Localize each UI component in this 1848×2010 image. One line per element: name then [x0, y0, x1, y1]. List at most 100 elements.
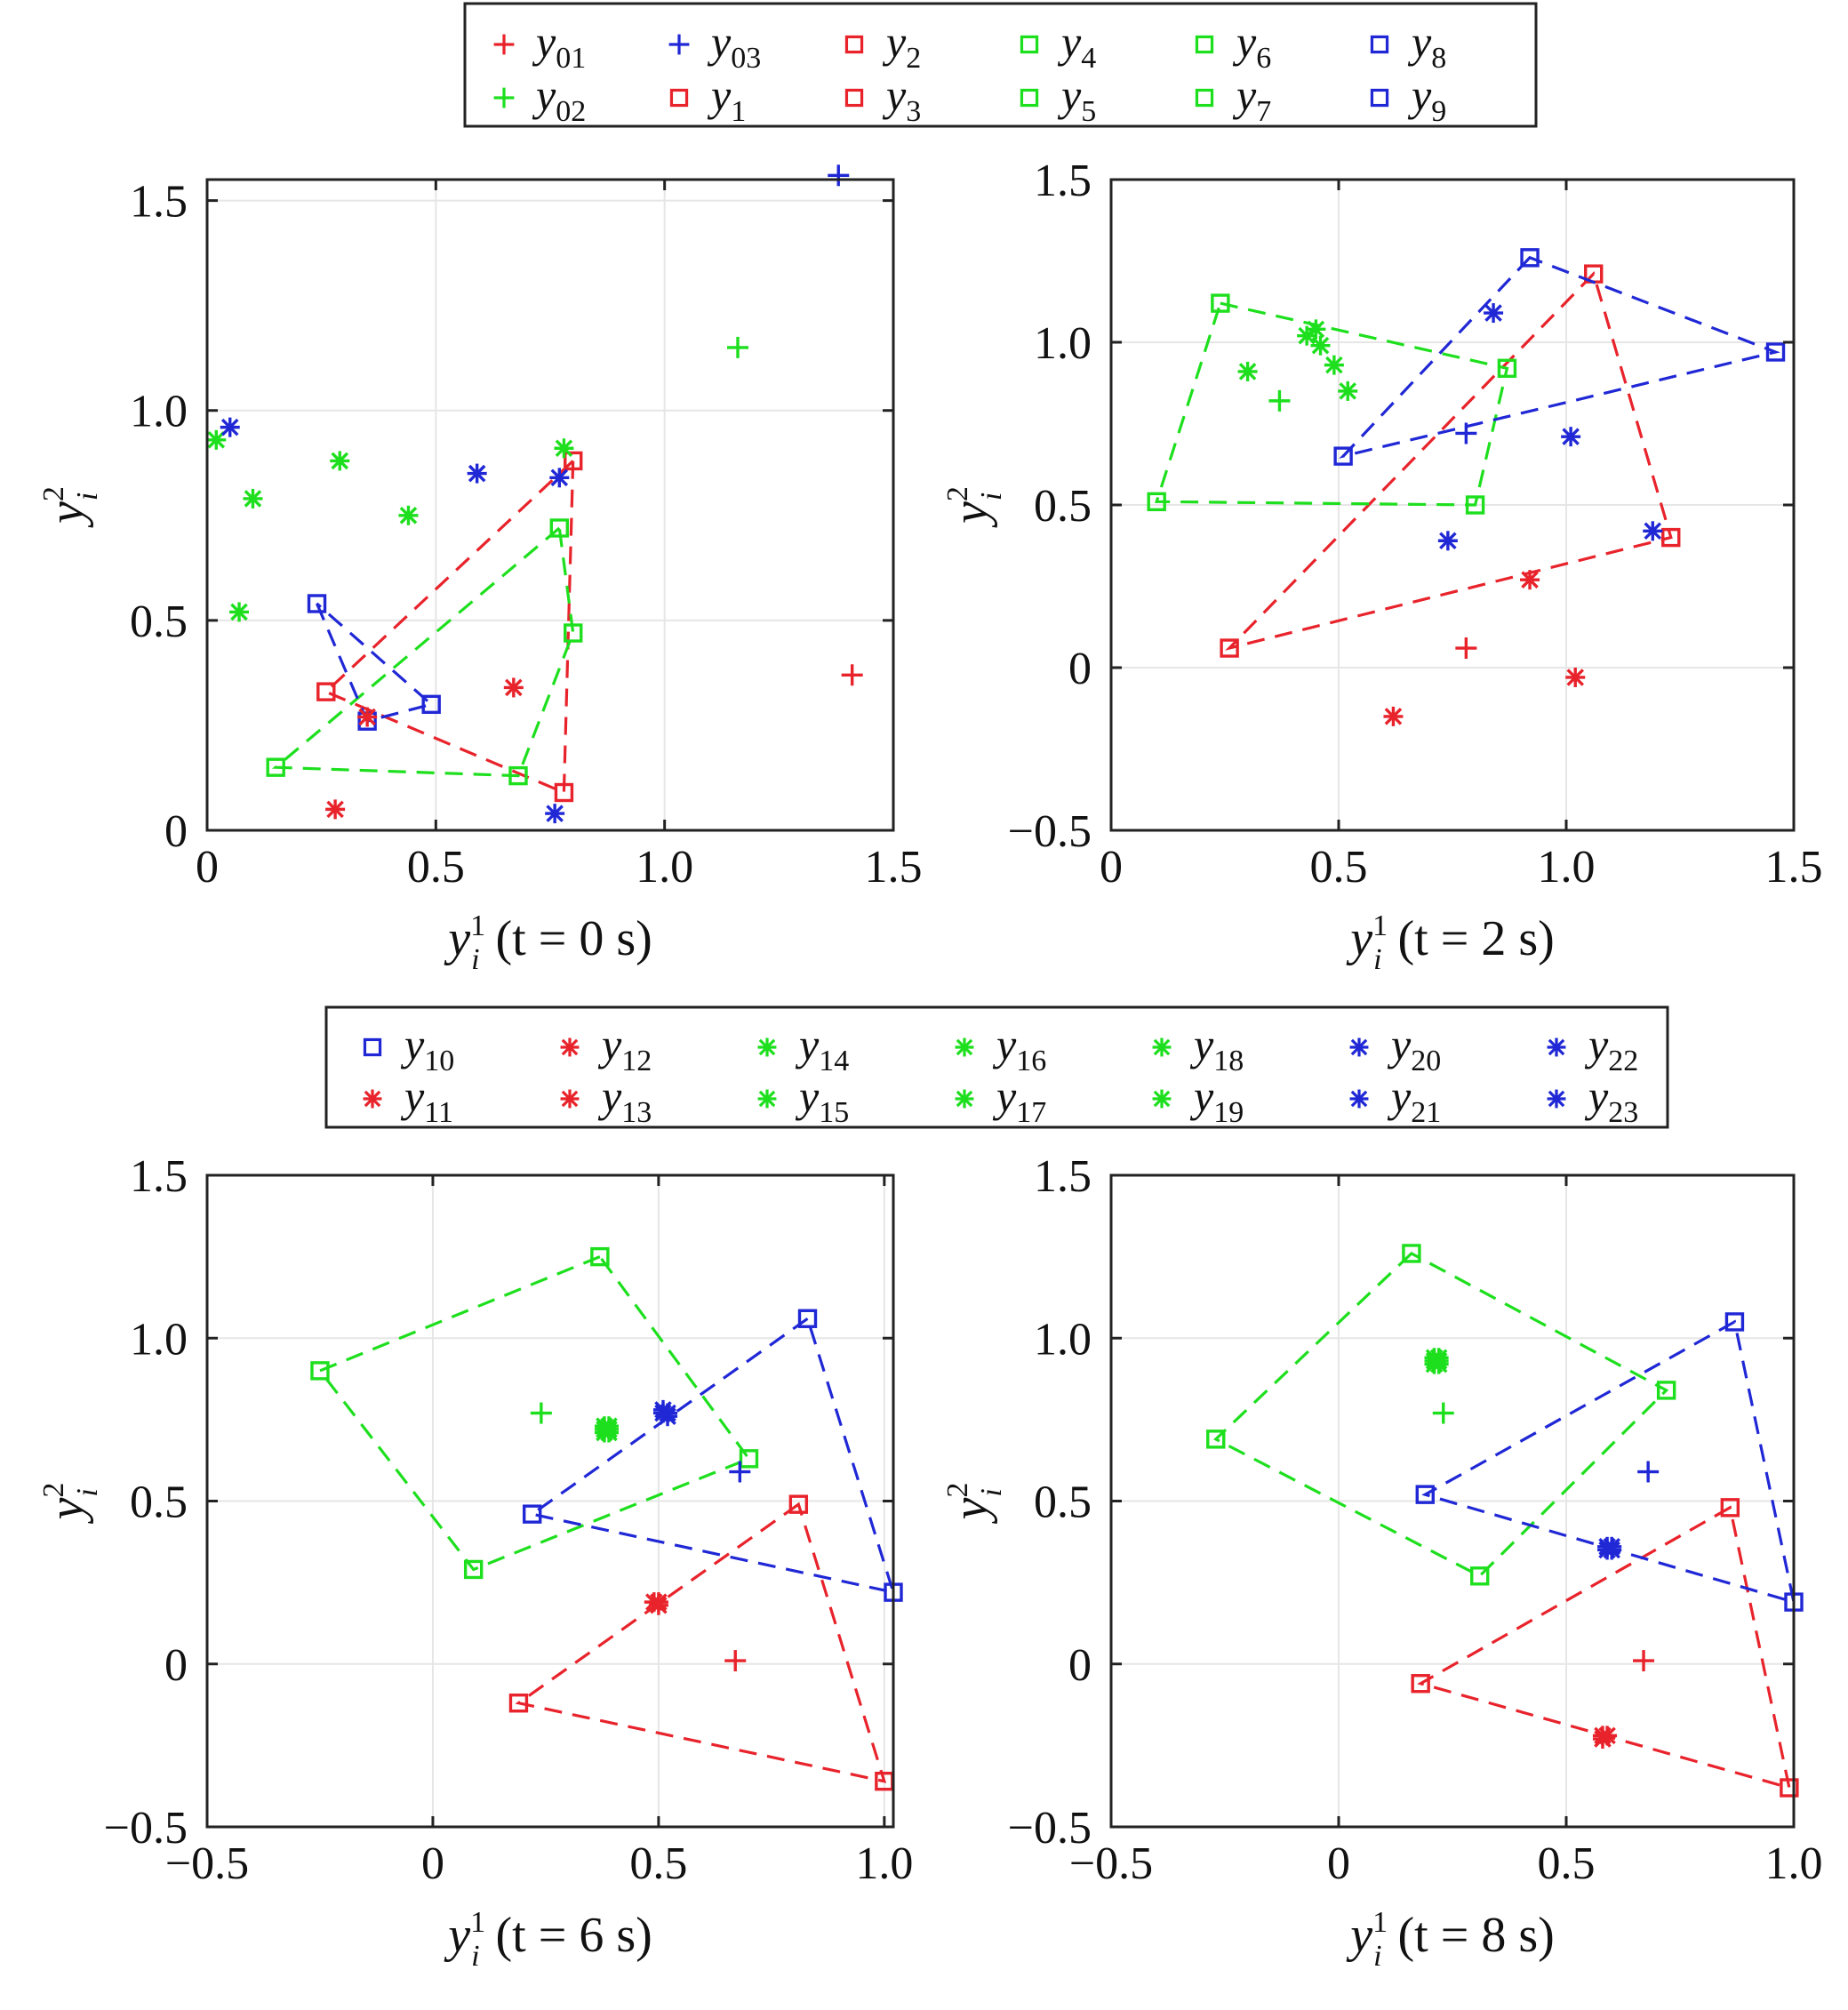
green-dashed-polygon [1155, 301, 1509, 507]
star-marker [1349, 1037, 1369, 1057]
square-marker [1656, 1381, 1676, 1400]
x-tick-label: 0 [1100, 842, 1123, 893]
legend-box [463, 2, 1538, 128]
square-marker [1415, 1485, 1435, 1504]
chart-panel-2: 0 0.5 1.0 1.5−0.500.51.01.5y1 i (t = 2 s)y2i [941, 156, 1823, 976]
legend-label: y15 [795, 1071, 849, 1129]
plus-marker [724, 1650, 747, 1672]
square-marker [1765, 342, 1786, 362]
legend-entry: y17 [955, 1071, 1046, 1129]
legend-entry: y23 [1547, 1071, 1638, 1129]
star-marker [325, 799, 346, 820]
legend-2: y10 y12 y14 y16 y18 y20 y22 y11 y13 y15 y17 y19 y21 y… [324, 1005, 1669, 1129]
x-tick-label: −0.5 [1069, 1838, 1153, 1889]
y-tick-label: −0.5 [1008, 1803, 1092, 1854]
x-tick-label: 1.0 [1538, 842, 1596, 893]
y-tick-label: 1.0 [1034, 318, 1092, 369]
star-marker [1324, 355, 1344, 375]
square-marker [844, 88, 864, 108]
square-marker [522, 1504, 542, 1524]
x-tick-label: 0 [196, 842, 219, 893]
square-marker [549, 518, 569, 538]
square-marker [1497, 358, 1517, 378]
x-tick-label: 0.5 [1310, 842, 1368, 893]
plus-marker [493, 34, 515, 55]
star-marker [1484, 303, 1504, 324]
x-tick-label: 1.0 [1765, 1838, 1823, 1889]
y-tick-label: 0.5 [1034, 481, 1092, 532]
square-marker [1370, 88, 1389, 108]
legend-entry: y16 [955, 1020, 1046, 1077]
star-marker [229, 602, 250, 622]
gridlines [207, 180, 893, 830]
star-marker [206, 429, 227, 450]
ticks [205, 1173, 893, 1829]
legend-1: y01 y03 y2 y4 y6 y8 y02 y1 y3 y5 y7 y9 [463, 2, 1538, 128]
plus-marker [668, 34, 690, 55]
legend-label: y02 [532, 70, 586, 128]
star-marker [1520, 570, 1540, 590]
square-marker [1147, 492, 1166, 512]
square-marker [844, 35, 864, 54]
chart-panel-4: −0.5 0 0.5 1.0 −0.5 0 0.5 1.0 1.5 y1 i (t = 8 s) y2… [941, 1151, 1823, 1973]
star-marker [1643, 521, 1663, 541]
star-marker [1306, 319, 1326, 340]
legend-entry: y22 [1547, 1020, 1638, 1077]
x-tick-label: −0.5 [165, 1838, 249, 1889]
y-tick-label: −0.5 [104, 1803, 188, 1854]
green-dashed-polygon [317, 1254, 752, 1572]
star-marker [560, 1037, 580, 1057]
blue-dashed-polygon [528, 1316, 896, 1595]
legend-entry: y02 [493, 70, 586, 128]
square-marker [307, 594, 327, 613]
y-tick-label: 1.5 [130, 1151, 188, 1202]
square-marker [554, 782, 574, 803]
plus-marker [1455, 637, 1477, 660]
legend-entry: y13 [560, 1071, 652, 1129]
y-tick-label: 1.5 [130, 177, 188, 228]
legend-entry: y20 [1349, 1020, 1441, 1077]
legend-label: y13 [597, 1071, 652, 1129]
star-marker [545, 804, 565, 824]
red-dashed-polygon [323, 457, 575, 795]
y-tick-label: 0.5 [130, 1477, 188, 1528]
x-axis-label: y1 i (t = 0 s) [444, 909, 652, 976]
square-marker [788, 1494, 809, 1514]
star-marker [1592, 1726, 1612, 1746]
x-tick-label: 0.5 [1538, 1838, 1596, 1889]
square-marker [1020, 35, 1039, 54]
x-tick-label: 0.5 [407, 842, 465, 893]
legend-entry: y14 [757, 1020, 849, 1077]
square-marker [1402, 1244, 1421, 1263]
star-marker [1547, 1037, 1566, 1057]
y-tick-label: 1.5 [1034, 1151, 1092, 1202]
star-marker [1152, 1037, 1172, 1057]
ticks [1109, 178, 1796, 832]
star-marker [955, 1089, 974, 1109]
legend-label: y23 [1584, 1071, 1638, 1129]
square-marker [739, 1449, 759, 1469]
blue-dashed-polygon [1339, 255, 1780, 459]
legend-entry: y19 [1152, 1071, 1244, 1129]
star-marker [1237, 361, 1258, 381]
blue-dashed-polygon [316, 602, 435, 724]
y-tick-label: 1.0 [130, 1314, 188, 1365]
square-marker [1370, 35, 1389, 54]
plus-marker [1432, 1402, 1454, 1424]
star-marker [658, 1403, 678, 1423]
square-marker [1211, 293, 1230, 313]
square-marker [1333, 446, 1353, 466]
legend-entry: y21 [1349, 1071, 1441, 1129]
square-marker [1411, 1674, 1430, 1694]
legend-entry: y11 [363, 1071, 453, 1129]
square-marker [1020, 88, 1039, 108]
legend-label: y10 [400, 1020, 454, 1077]
y-axis-label: y2i [941, 486, 1008, 528]
square-marker [564, 623, 583, 643]
star-marker [648, 1592, 668, 1613]
y-tick-label: 0 [1068, 644, 1092, 694]
legend-entry: y12 [560, 1020, 652, 1077]
star-marker [554, 438, 574, 459]
ticks [1109, 1173, 1796, 1829]
